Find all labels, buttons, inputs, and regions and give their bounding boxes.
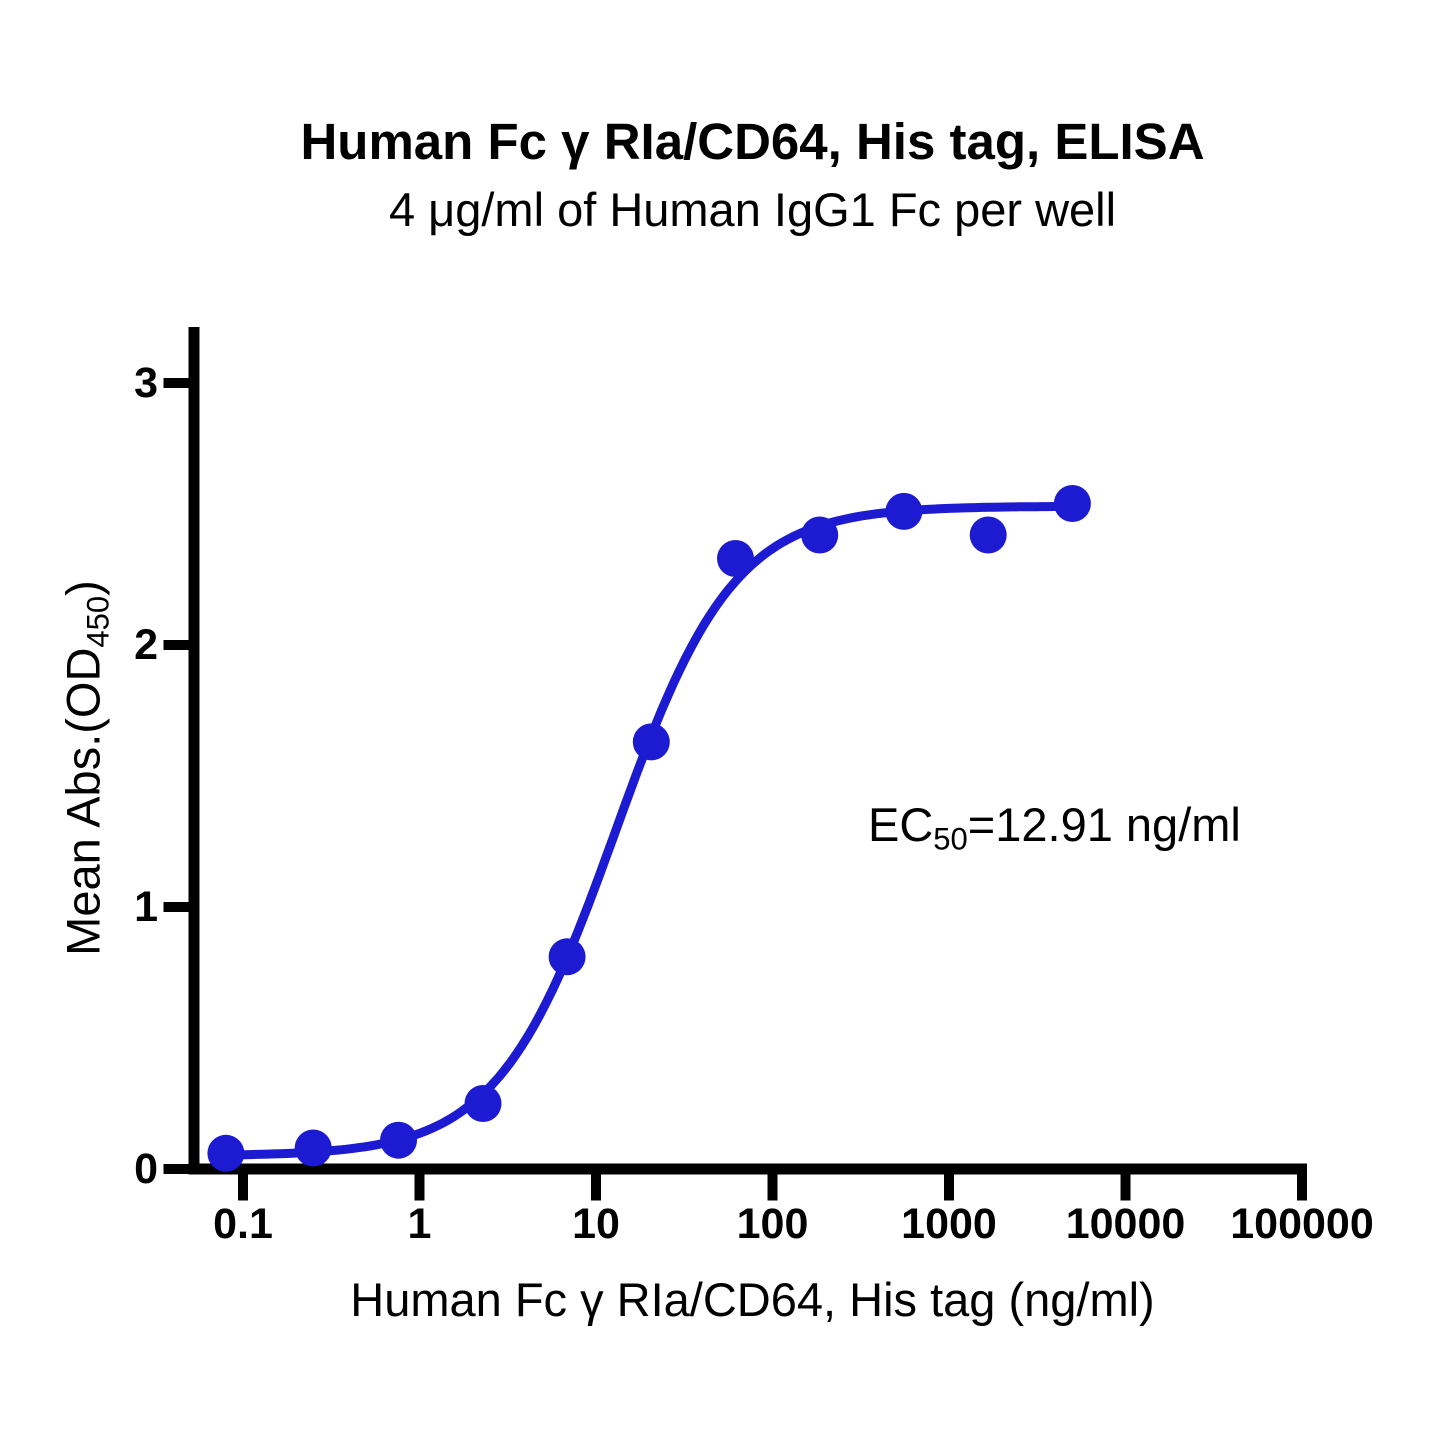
data-point — [464, 1085, 502, 1122]
x-tick-mark — [591, 1174, 601, 1201]
y-tick-label: 0 — [134, 1145, 158, 1193]
x-tick-mark — [767, 1174, 778, 1201]
data-point — [548, 938, 586, 976]
y-axis-line — [188, 327, 200, 1175]
y-tick-label: 1 — [134, 883, 158, 931]
x-tick-mark — [414, 1174, 425, 1201]
y-axis-title-end: ) — [56, 580, 110, 596]
x-tick-label: 10000 — [1065, 1200, 1186, 1248]
x-tick-mark — [1297, 1174, 1307, 1201]
data-point — [969, 516, 1007, 554]
ec50-annotation: EC50=12.91 ng/ml — [868, 797, 1241, 858]
x-tick-label: 1000 — [901, 1200, 997, 1248]
x-axis-line — [188, 1163, 1307, 1175]
y-tick-mark — [163, 378, 189, 388]
x-tick-mark — [1120, 1174, 1131, 1201]
x-tick-label: 0.1 — [213, 1200, 273, 1248]
x-tick-mark — [944, 1174, 954, 1201]
data-point — [207, 1134, 245, 1172]
x-tick-label: 1 — [407, 1200, 432, 1248]
data-point — [1053, 485, 1091, 522]
y-tick-label: 2 — [134, 621, 158, 669]
data-point — [801, 516, 839, 554]
data-point — [380, 1121, 417, 1159]
data-point — [632, 723, 670, 761]
x-tick-label: 100 — [736, 1200, 809, 1248]
y-tick-mark — [163, 640, 189, 650]
y-tick-label: 3 — [134, 359, 158, 407]
x-tick-mark — [238, 1174, 248, 1201]
data-point — [294, 1129, 332, 1167]
ec50-prefix: EC — [868, 798, 934, 851]
ec50-value: =12.91 ng/ml — [967, 798, 1241, 851]
data-point — [885, 492, 923, 530]
x-axis-title: Human Fc γ RIa/CD64, His tag (ng/ml) — [350, 1273, 1155, 1326]
x-tick-label: 100000 — [1230, 1200, 1374, 1248]
ec50-subscript: 50 — [933, 821, 968, 857]
x-tick-label: 10 — [572, 1200, 620, 1248]
chart-title: Human Fc γ RIa/CD64, His tag, ELISA — [300, 113, 1205, 170]
y-tick-mark — [163, 1164, 189, 1174]
data-point — [717, 540, 754, 577]
chart-subtitle: 4 μg/ml of Human IgG1 Fc per well — [388, 183, 1117, 236]
y-tick-mark — [163, 902, 189, 912]
